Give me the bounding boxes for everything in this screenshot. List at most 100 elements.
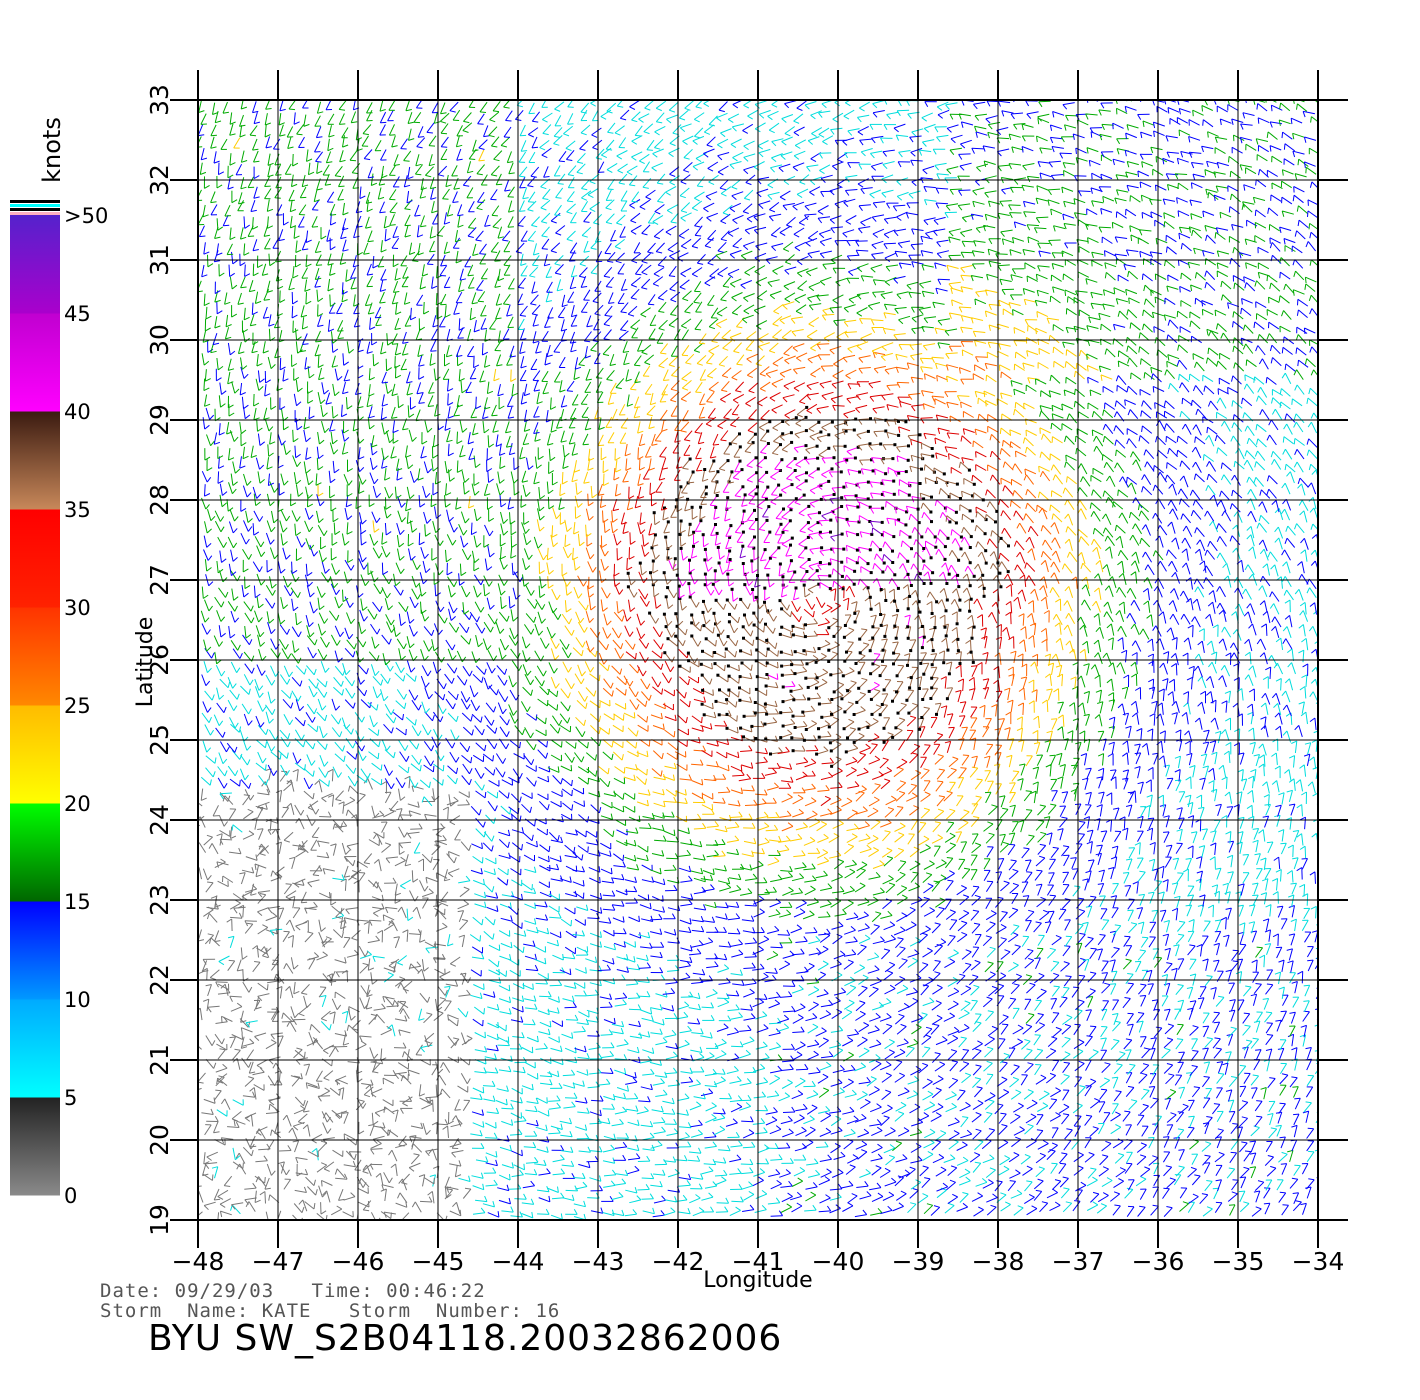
wind-barb xyxy=(924,861,935,870)
wind-barb xyxy=(436,1062,443,1074)
wind-barb xyxy=(205,691,215,700)
wind-barb xyxy=(1136,1177,1146,1186)
wind-barb xyxy=(625,640,635,649)
wind-barb xyxy=(1123,741,1129,753)
wind-barb xyxy=(358,873,365,883)
wind-barb xyxy=(344,866,350,877)
wind-barb xyxy=(1107,793,1112,805)
wind-barb xyxy=(412,1202,421,1212)
wind-barb xyxy=(948,988,959,997)
wind-barb xyxy=(1099,1167,1109,1177)
wind-barb xyxy=(218,1212,224,1224)
wind-barb xyxy=(304,778,313,789)
wind-barb xyxy=(272,829,280,840)
wind-barb xyxy=(321,1011,330,1021)
wind-barb xyxy=(717,1024,728,1032)
wind-barb xyxy=(731,788,742,794)
wind-barb xyxy=(232,589,238,601)
wind-barb xyxy=(282,1013,292,1021)
wind-barb xyxy=(1086,792,1092,804)
wind-barb xyxy=(217,1110,227,1117)
wind-barb xyxy=(700,663,713,669)
wind-barb xyxy=(539,991,551,996)
wind-barb xyxy=(1051,1163,1058,1173)
wind-barb xyxy=(805,886,816,895)
wind-barb xyxy=(750,721,764,728)
wind-barb xyxy=(939,651,945,664)
wind-barb xyxy=(830,796,841,804)
wind-barb xyxy=(206,1059,216,1068)
wind-barb xyxy=(1203,1026,1209,1037)
wind-barb xyxy=(1021,1040,1030,1050)
wind-barb xyxy=(1260,653,1267,665)
wind-barb xyxy=(770,1155,782,1161)
wind-barb xyxy=(369,752,379,759)
wind-barb xyxy=(665,715,676,721)
wind-barb xyxy=(458,1086,468,1092)
wind-barb xyxy=(1233,630,1241,641)
wind-barb xyxy=(1167,1113,1176,1123)
wind-barb xyxy=(1191,832,1197,843)
wind-barb xyxy=(743,1142,755,1148)
wind-barb xyxy=(227,1122,239,1127)
wind-barb xyxy=(946,1180,955,1190)
wind-barb xyxy=(408,802,419,808)
wind-barb xyxy=(1239,1142,1247,1152)
wind-barb xyxy=(1175,756,1181,768)
wind-barb xyxy=(1250,1141,1256,1152)
wind-barb xyxy=(538,699,548,706)
wind-barb xyxy=(758,936,769,944)
wind-barb xyxy=(317,688,326,698)
wind-barb xyxy=(322,1180,333,1186)
wind-barb xyxy=(868,897,879,906)
wind-barb xyxy=(1048,1037,1057,1047)
wind-barb xyxy=(1094,588,1101,600)
wind-barb xyxy=(957,974,965,984)
wind-barb xyxy=(1205,976,1212,986)
wind-barb xyxy=(523,558,530,570)
wind-barb xyxy=(1122,753,1128,765)
wind-barb xyxy=(319,892,330,898)
wind-barb xyxy=(498,830,509,836)
wind-barb xyxy=(642,1015,654,1021)
wind-barb xyxy=(1283,731,1291,742)
wind-barb xyxy=(601,1030,613,1036)
wind-barb xyxy=(932,985,942,994)
wind-barb xyxy=(1033,767,1039,779)
wind-barb xyxy=(416,1045,423,1055)
wind-barb xyxy=(906,907,916,917)
wind-barb xyxy=(322,793,333,801)
wind-barb xyxy=(1192,1154,1198,1165)
wind-barb xyxy=(961,842,967,853)
wind-barb xyxy=(821,1000,833,1007)
wind-barb xyxy=(844,1139,853,1149)
wind-barb xyxy=(625,793,635,800)
wind-barb xyxy=(779,707,793,714)
wind-barb xyxy=(1097,702,1103,714)
wind-barb xyxy=(204,640,211,652)
wind-barb xyxy=(499,692,508,702)
wind-barb xyxy=(957,796,964,806)
wind-barb xyxy=(730,1207,741,1216)
wind-barb xyxy=(975,935,981,945)
wind-barb xyxy=(999,719,1005,730)
wind-barb xyxy=(1097,949,1103,960)
wind-barb xyxy=(803,735,817,741)
wind-barb xyxy=(602,1051,614,1057)
wind-barb xyxy=(931,717,937,728)
wind-barb xyxy=(1082,577,1089,589)
wind-barb xyxy=(1118,704,1125,716)
wind-barb xyxy=(1183,869,1188,881)
wind-barb xyxy=(640,943,652,948)
wind-barb xyxy=(488,1211,499,1217)
wind-barb xyxy=(857,912,868,920)
wind-barb xyxy=(858,945,867,955)
wind-barb xyxy=(731,950,743,957)
wind-barb xyxy=(859,1023,869,1032)
wind-barb xyxy=(218,767,228,777)
wind-barb xyxy=(936,781,943,791)
wind-barb xyxy=(1122,687,1128,699)
wind-barb xyxy=(576,830,586,837)
wind-barb xyxy=(396,1201,407,1207)
wind-barb xyxy=(511,1150,522,1156)
